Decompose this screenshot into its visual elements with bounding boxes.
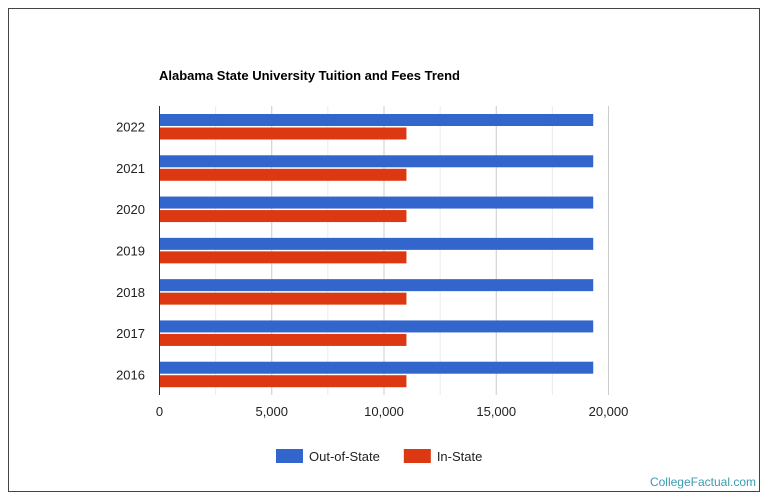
bar-in-state bbox=[159, 375, 407, 388]
x-tick-label: 10,000 bbox=[364, 404, 404, 419]
chart-frame bbox=[8, 8, 760, 492]
bar-out-of-state bbox=[159, 196, 594, 209]
y-tick-label: 2016 bbox=[116, 367, 145, 382]
y-tick-label: 2017 bbox=[116, 326, 145, 341]
x-tick-label: 5,000 bbox=[255, 404, 288, 419]
x-tick-label: 0 bbox=[156, 404, 163, 419]
y-tick-label: 2018 bbox=[116, 285, 145, 300]
chart-title: Alabama State University Tuition and Fee… bbox=[159, 68, 460, 83]
legend-label: Out-of-State bbox=[309, 449, 380, 464]
y-tick-label: 2021 bbox=[116, 161, 145, 176]
credit-link[interactable]: CollegeFactual.com bbox=[649, 475, 756, 489]
bar-in-state bbox=[159, 251, 407, 264]
x-tick-label: 15,000 bbox=[476, 404, 516, 419]
y-tick-label: 2020 bbox=[116, 202, 145, 217]
bar-in-state bbox=[159, 168, 407, 181]
bar-out-of-state bbox=[159, 155, 594, 168]
bar-out-of-state bbox=[159, 114, 594, 126]
bar-out-of-state bbox=[159, 279, 594, 292]
bar-out-of-state bbox=[159, 320, 594, 333]
legend-swatch bbox=[403, 449, 431, 463]
bar-out-of-state bbox=[159, 237, 594, 250]
bar-out-of-state bbox=[159, 361, 594, 374]
bar-in-state bbox=[159, 127, 407, 140]
legend-swatch bbox=[276, 449, 303, 463]
legend-label: In-State bbox=[437, 449, 483, 464]
bar-in-state bbox=[159, 333, 407, 346]
y-tick-label: 2022 bbox=[116, 120, 145, 135]
y-tick-label: 2019 bbox=[116, 244, 145, 259]
bar-in-state bbox=[159, 292, 407, 305]
bar-in-state bbox=[159, 210, 407, 223]
x-tick-label: 20,000 bbox=[589, 404, 629, 419]
